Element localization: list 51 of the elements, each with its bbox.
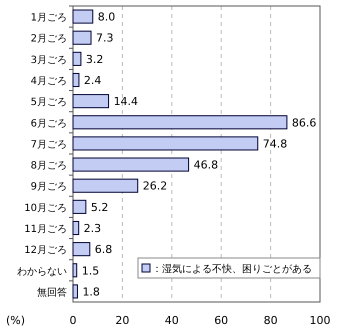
- data-label: 2.3: [84, 222, 102, 235]
- y-tick-label: 3月ごろ: [30, 54, 67, 66]
- y-tick-label: 無回答: [37, 286, 67, 298]
- x-tick-label: 20: [115, 314, 130, 327]
- data-label: 2.4: [84, 74, 102, 87]
- y-tick-label: 2月ごろ: [30, 34, 67, 45]
- bar: [72, 220, 80, 236]
- legend: ：湿気による不快、困りごとがある: [138, 258, 320, 278]
- bar: [72, 200, 86, 214]
- data-label: 14.4: [114, 95, 138, 108]
- x-tick-label: 40: [164, 314, 179, 327]
- bar: [72, 115, 288, 130]
- bar: [72, 94, 110, 108]
- data-label: 5.2: [90, 200, 108, 214]
- y-tick-label: 6月ごろ: [30, 118, 67, 130]
- bar: [72, 178, 138, 193]
- bar: [72, 136, 258, 150]
- y-tick-label: わからない: [17, 266, 67, 278]
- y-tick-label: 9月ごろ: [30, 182, 67, 193]
- legend-label: ：湿気による不快、困りごとがある: [152, 263, 312, 275]
- x-tick-label: 80: [264, 314, 278, 327]
- bar: [72, 72, 80, 88]
- bar: [72, 242, 90, 256]
- data-label: 46.8: [194, 158, 218, 172]
- y-tick-label: 10月ごろ: [24, 202, 67, 214]
- y-tick-label: 8月ごろ: [30, 160, 67, 172]
- y-tick-label: 5月ごろ: [30, 97, 67, 108]
- data-label: 86.6: [292, 116, 316, 130]
- bar: [72, 284, 78, 298]
- x-tick-label: 100: [310, 314, 330, 327]
- y-tick-label: 1月ごろ: [30, 12, 67, 24]
- data-label: 8.0: [98, 10, 116, 24]
- data-label: 1.8: [82, 285, 100, 298]
- bar: [72, 10, 94, 24]
- x-tick-label: 0: [70, 314, 76, 327]
- y-tick-label: 4月ごろ: [30, 76, 67, 87]
- data-label: 1.5: [82, 264, 100, 278]
- data-label: 6.8: [94, 243, 112, 256]
- y-tick-label: 12月ごろ: [24, 245, 67, 256]
- data-label: 3.2: [86, 52, 104, 66]
- bar: [72, 52, 82, 66]
- data-label: 7.3: [96, 32, 114, 45]
- y-tick-label: 11月ごろ: [24, 224, 67, 235]
- x-axis-title: (%): [6, 314, 26, 327]
- x-tick-label: 60: [214, 314, 228, 327]
- bar: [72, 30, 92, 45]
- data-label: 26.2: [142, 180, 168, 193]
- bar: [72, 158, 190, 172]
- data-label: 74.8: [262, 137, 288, 150]
- y-tick-label: 7月ごろ: [30, 139, 67, 150]
- bar: [72, 263, 78, 278]
